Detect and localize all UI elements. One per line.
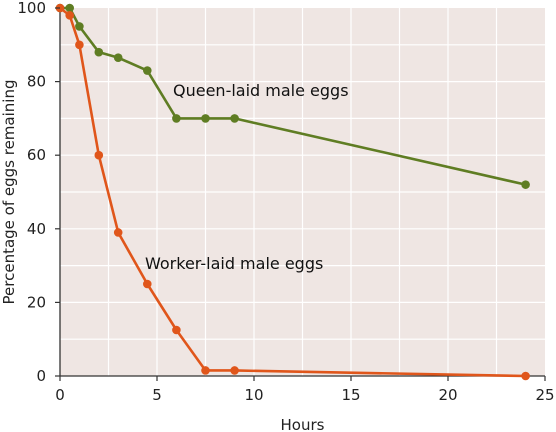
- x-tick-label: 25: [535, 386, 554, 404]
- x-tick-label: 0: [55, 386, 65, 404]
- series-line-0: [60, 6, 526, 186]
- y-tick-label: 40: [27, 220, 46, 238]
- data-point-0: [172, 114, 181, 123]
- grid-lines: [60, 8, 545, 376]
- data-point-0: [65, 3, 74, 13]
- series-layer: [55, 3, 530, 381]
- x-tick-label: 20: [438, 386, 457, 404]
- data-point-1: [230, 366, 239, 375]
- data-point-1: [201, 366, 210, 375]
- data-point-1: [172, 325, 181, 335]
- data-point-1: [65, 11, 74, 20]
- y-tick-label: 60: [27, 146, 46, 164]
- series-label-worker-laid: Worker-laid male eggs: [145, 254, 323, 273]
- tick-labels: 0 5 10 15 20 25 0 20 40 60 80 100: [17, 0, 554, 404]
- data-point-0: [201, 114, 210, 123]
- series-line-1: [59, 6, 526, 378]
- data-point-1: [94, 150, 104, 160]
- y-tick-label: 0: [36, 367, 46, 385]
- y-tick-label: 80: [27, 73, 46, 91]
- data-point-0: [94, 47, 104, 57]
- data-point-0: [521, 180, 530, 189]
- x-axis-title: Hours: [281, 416, 325, 432]
- data-point-0: [143, 66, 152, 75]
- data-point-0: [75, 22, 84, 31]
- x-tick-label: 5: [152, 386, 162, 404]
- data-point-1: [143, 279, 152, 289]
- data-point-1: [113, 228, 123, 237]
- data-point-1: [75, 40, 84, 50]
- data-point-0: [113, 53, 123, 62]
- y-tick-label: 20: [27, 293, 46, 311]
- series-label-queen-laid: Queen-laid male eggs: [173, 81, 349, 100]
- x-tick-label: 15: [341, 386, 360, 404]
- y-axis-title: Percentage of eggs remaining: [0, 80, 18, 305]
- x-tick-label: 10: [244, 386, 263, 404]
- y-tick-label: 100: [17, 0, 46, 17]
- data-point-0: [230, 114, 239, 123]
- data-point-1: [521, 371, 530, 381]
